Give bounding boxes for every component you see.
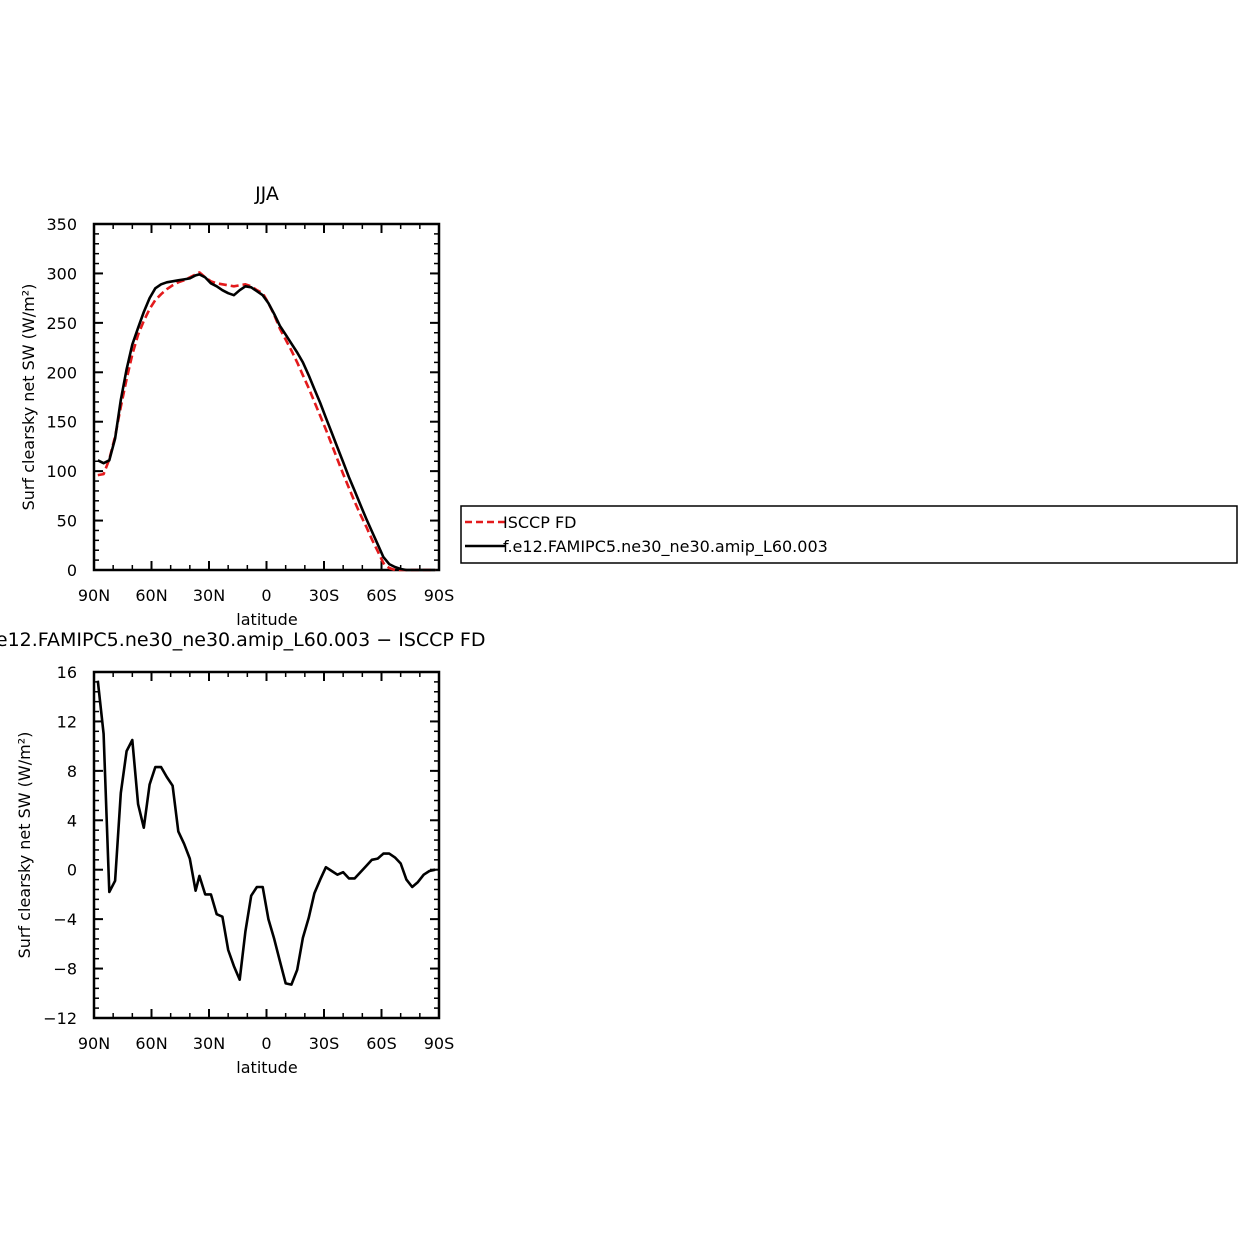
top-x-axis-label: latitude bbox=[236, 610, 297, 629]
bottom-y-tick-label: 12 bbox=[57, 712, 77, 731]
top-y-tick-label: 150 bbox=[46, 413, 77, 432]
top-y-tick-label: 250 bbox=[46, 314, 77, 333]
bottom-y-axis-label: Surf clearsky net SW (W/m²) bbox=[15, 732, 34, 959]
top-chart-ticks: 90N 60N 30N 0 30S 60S 90S 0 50 100 150 200 250 300 350 bbox=[46, 215, 454, 605]
bottom-x-tick-label: 30N bbox=[193, 1034, 225, 1053]
top-series-line-2 bbox=[97, 273, 436, 572]
legend-label-model: f.e12.FAMIPC5.ne30_ne30.amip_L60.003 bbox=[503, 537, 828, 557]
top-x-tick-label: 60S bbox=[366, 586, 397, 605]
legend-box bbox=[460, 505, 1238, 564]
top-x-tick-label: 90S bbox=[424, 586, 455, 605]
bottom-y-tick-label: 8 bbox=[67, 762, 77, 781]
top-plot-frame bbox=[92, 222, 441, 572]
top-x-tick-label: 30N bbox=[193, 586, 225, 605]
top-x-tick-label: 90N bbox=[78, 586, 110, 605]
top-series-layer bbox=[97, 271, 436, 572]
bottom-y-tick-label: 4 bbox=[67, 811, 77, 830]
legend: ISCCP FD f.e12.FAMIPC5.ne30_ne30.amip_L6… bbox=[460, 505, 1238, 564]
bottom-x-tick-label: 90S bbox=[424, 1034, 455, 1053]
bottom-x-tick-label: 30S bbox=[309, 1034, 340, 1053]
top-x-tick-label: 60N bbox=[135, 586, 167, 605]
bottom-y-tick-label: −8 bbox=[53, 960, 77, 979]
top-y-tick-label: 300 bbox=[46, 264, 77, 283]
bottom-x-tick-label: 0 bbox=[261, 1034, 271, 1053]
bottom-series-layer bbox=[96, 680, 436, 986]
top-chart-panel: JJA 90N 60N 30N 0 30S 60S 90S 0 50 100 150 200 250 30… bbox=[19, 183, 454, 629]
top-y-tick-label: 350 bbox=[46, 215, 77, 234]
bottom-plot-frame bbox=[92, 670, 441, 1020]
bottom-chart-panel: f.e12.FAMIPC5.ne30_ne30.amip_L60.003 − I… bbox=[0, 629, 485, 1077]
bottom-y-tick-label: 16 bbox=[57, 663, 77, 682]
bottom-chart-ticks: 90N 60N 30N 0 30S 60S 90S −12 −8 −4 0 4 8 12 16 bbox=[43, 663, 454, 1053]
top-y-tick-label: 0 bbox=[67, 561, 77, 580]
top-y-tick-label: 50 bbox=[57, 512, 77, 531]
top-x-tick-label: 0 bbox=[261, 586, 271, 605]
bottom-x-tick-label: 60S bbox=[366, 1034, 397, 1053]
legend-label-obs: ISCCP FD bbox=[503, 513, 576, 532]
bottom-x-tick-label: 60N bbox=[135, 1034, 167, 1053]
bottom-x-tick-label: 90N bbox=[78, 1034, 110, 1053]
top-y-tick-label: 200 bbox=[46, 363, 77, 382]
bottom-x-axis-label: latitude bbox=[236, 1058, 297, 1077]
bottom-series-line-1 bbox=[96, 680, 436, 986]
top-series-line-1 bbox=[97, 271, 436, 572]
bottom-y-tick-label: 0 bbox=[67, 861, 77, 880]
bottom-y-tick-label: −12 bbox=[43, 1009, 77, 1028]
top-x-tick-label: 30S bbox=[309, 586, 340, 605]
bottom-y-tick-label: −4 bbox=[53, 910, 77, 929]
top-y-axis-label: Surf clearsky net SW (W/m²) bbox=[19, 284, 38, 511]
top-chart-title: JJA bbox=[254, 183, 279, 205]
top-y-tick-label: 100 bbox=[46, 462, 77, 481]
bottom-chart-title: f.e12.FAMIPC5.ne30_ne30.amip_L60.003 − I… bbox=[0, 629, 485, 651]
